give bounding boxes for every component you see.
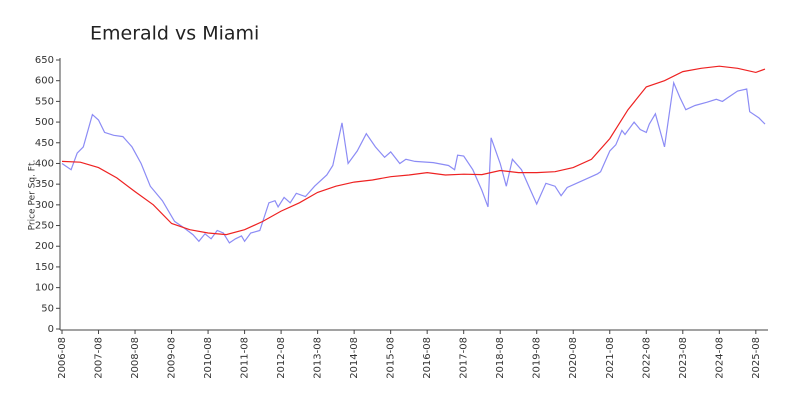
x-tick-label: 2014-08 [349, 337, 360, 379]
series-line [61, 65, 766, 236]
x-tick-label: 2021-08 [605, 337, 616, 379]
y-axis-label: Price Per Sq. Ft. [28, 160, 38, 231]
chart-title: Emerald vs Miami [90, 23, 259, 45]
y-tick-label: 0 [48, 324, 54, 335]
x-tick-label: 2008-08 [130, 337, 141, 379]
y-tick-label: 50 [41, 303, 54, 314]
x-tick-label: 2009-08 [167, 337, 178, 379]
y-tick-label: 500 [35, 117, 54, 128]
y-tick-label: 550 [35, 96, 54, 107]
x-tick-label: 2011-08 [240, 337, 251, 379]
y-tick-label: 200 [35, 241, 54, 252]
y-tick-label: 300 [35, 200, 54, 211]
y-tick-label: 650 [35, 55, 54, 66]
y-tick-label: 600 [35, 76, 54, 87]
x-tick-label: 2012-08 [276, 337, 287, 379]
x-tick-label: 2025-08 [751, 337, 762, 379]
x-tick-label: 2019-08 [532, 337, 543, 379]
y-tick-label: 150 [35, 262, 54, 273]
y-tick-label: 100 [35, 283, 54, 294]
y-tick-label: 450 [35, 138, 54, 149]
x-tick-label: 2018-08 [495, 337, 506, 379]
x-tick-label: 2020-08 [568, 337, 579, 379]
y-tick-label: 400 [35, 158, 54, 169]
x-tick-label: 2015-08 [386, 337, 397, 379]
x-tick-label: 2010-08 [203, 337, 214, 379]
x-tick-label: 2024-08 [714, 337, 725, 379]
series-line [61, 80, 766, 244]
y-tick-label: 250 [35, 221, 54, 232]
x-tick-label: 2017-08 [459, 337, 470, 379]
y-tick-label: 350 [35, 179, 54, 190]
x-tick-label: 2022-08 [641, 337, 652, 379]
x-tick-label: 2013-08 [313, 337, 324, 379]
x-tick-label: 2007-08 [94, 337, 105, 379]
x-tick-label: 2016-08 [422, 337, 433, 379]
x-tick-label: 2023-08 [678, 337, 689, 379]
x-tick-label: 2006-08 [57, 337, 68, 379]
